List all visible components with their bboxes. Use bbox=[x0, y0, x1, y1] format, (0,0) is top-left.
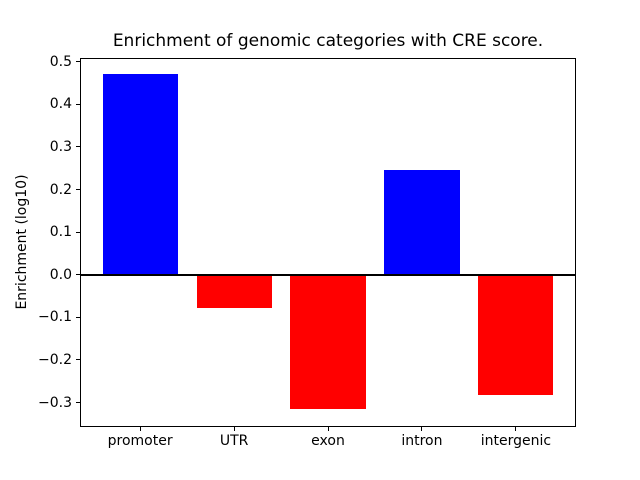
y-tick-mark bbox=[76, 402, 80, 403]
y-tick-label: 0.5 bbox=[49, 53, 72, 70]
x-tick-mark bbox=[421, 427, 423, 431]
y-tick-label: 0.0 bbox=[49, 266, 72, 283]
bar-intergenic bbox=[478, 274, 554, 396]
x-tick-mark bbox=[515, 427, 517, 431]
y-tick-mark bbox=[76, 103, 80, 105]
x-tick-label-promoter: promoter bbox=[107, 433, 173, 449]
bar-promoter bbox=[102, 74, 178, 275]
y-tick-label: −0.3 bbox=[38, 394, 72, 411]
y-tick-mark bbox=[76, 189, 80, 190]
zero-line bbox=[80, 273, 576, 276]
y-tick-label: −0.2 bbox=[38, 351, 72, 368]
bar-intron bbox=[384, 170, 460, 275]
x-tick-mark bbox=[139, 427, 141, 431]
y-tick-mark bbox=[76, 61, 80, 63]
bar-exon bbox=[290, 274, 366, 409]
x-tick-label-UTR: UTR bbox=[219, 433, 249, 449]
y-tick-mark bbox=[76, 316, 80, 318]
y-tick-label: 0.1 bbox=[49, 224, 72, 241]
bar-UTR bbox=[196, 274, 272, 308]
x-tick-mark bbox=[327, 427, 329, 431]
y-tick-mark bbox=[76, 359, 80, 361]
y-tick-mark bbox=[76, 231, 80, 233]
chart-title: Enrichment of genomic categories with CR… bbox=[112, 31, 544, 51]
x-tick-label-exon: exon bbox=[311, 433, 345, 449]
y-tick-label: 0.3 bbox=[49, 138, 72, 155]
y-tick-label: 0.4 bbox=[49, 96, 72, 113]
x-tick-label-intergenic: intergenic bbox=[480, 433, 552, 449]
x-tick-label-intron: intron bbox=[401, 433, 443, 449]
y-tick-mark bbox=[76, 274, 80, 276]
y-tick-label: −0.1 bbox=[38, 309, 72, 326]
y-tick-mark bbox=[76, 146, 80, 148]
x-tick-mark bbox=[233, 427, 235, 431]
y-tick-label: 0.2 bbox=[49, 181, 72, 198]
